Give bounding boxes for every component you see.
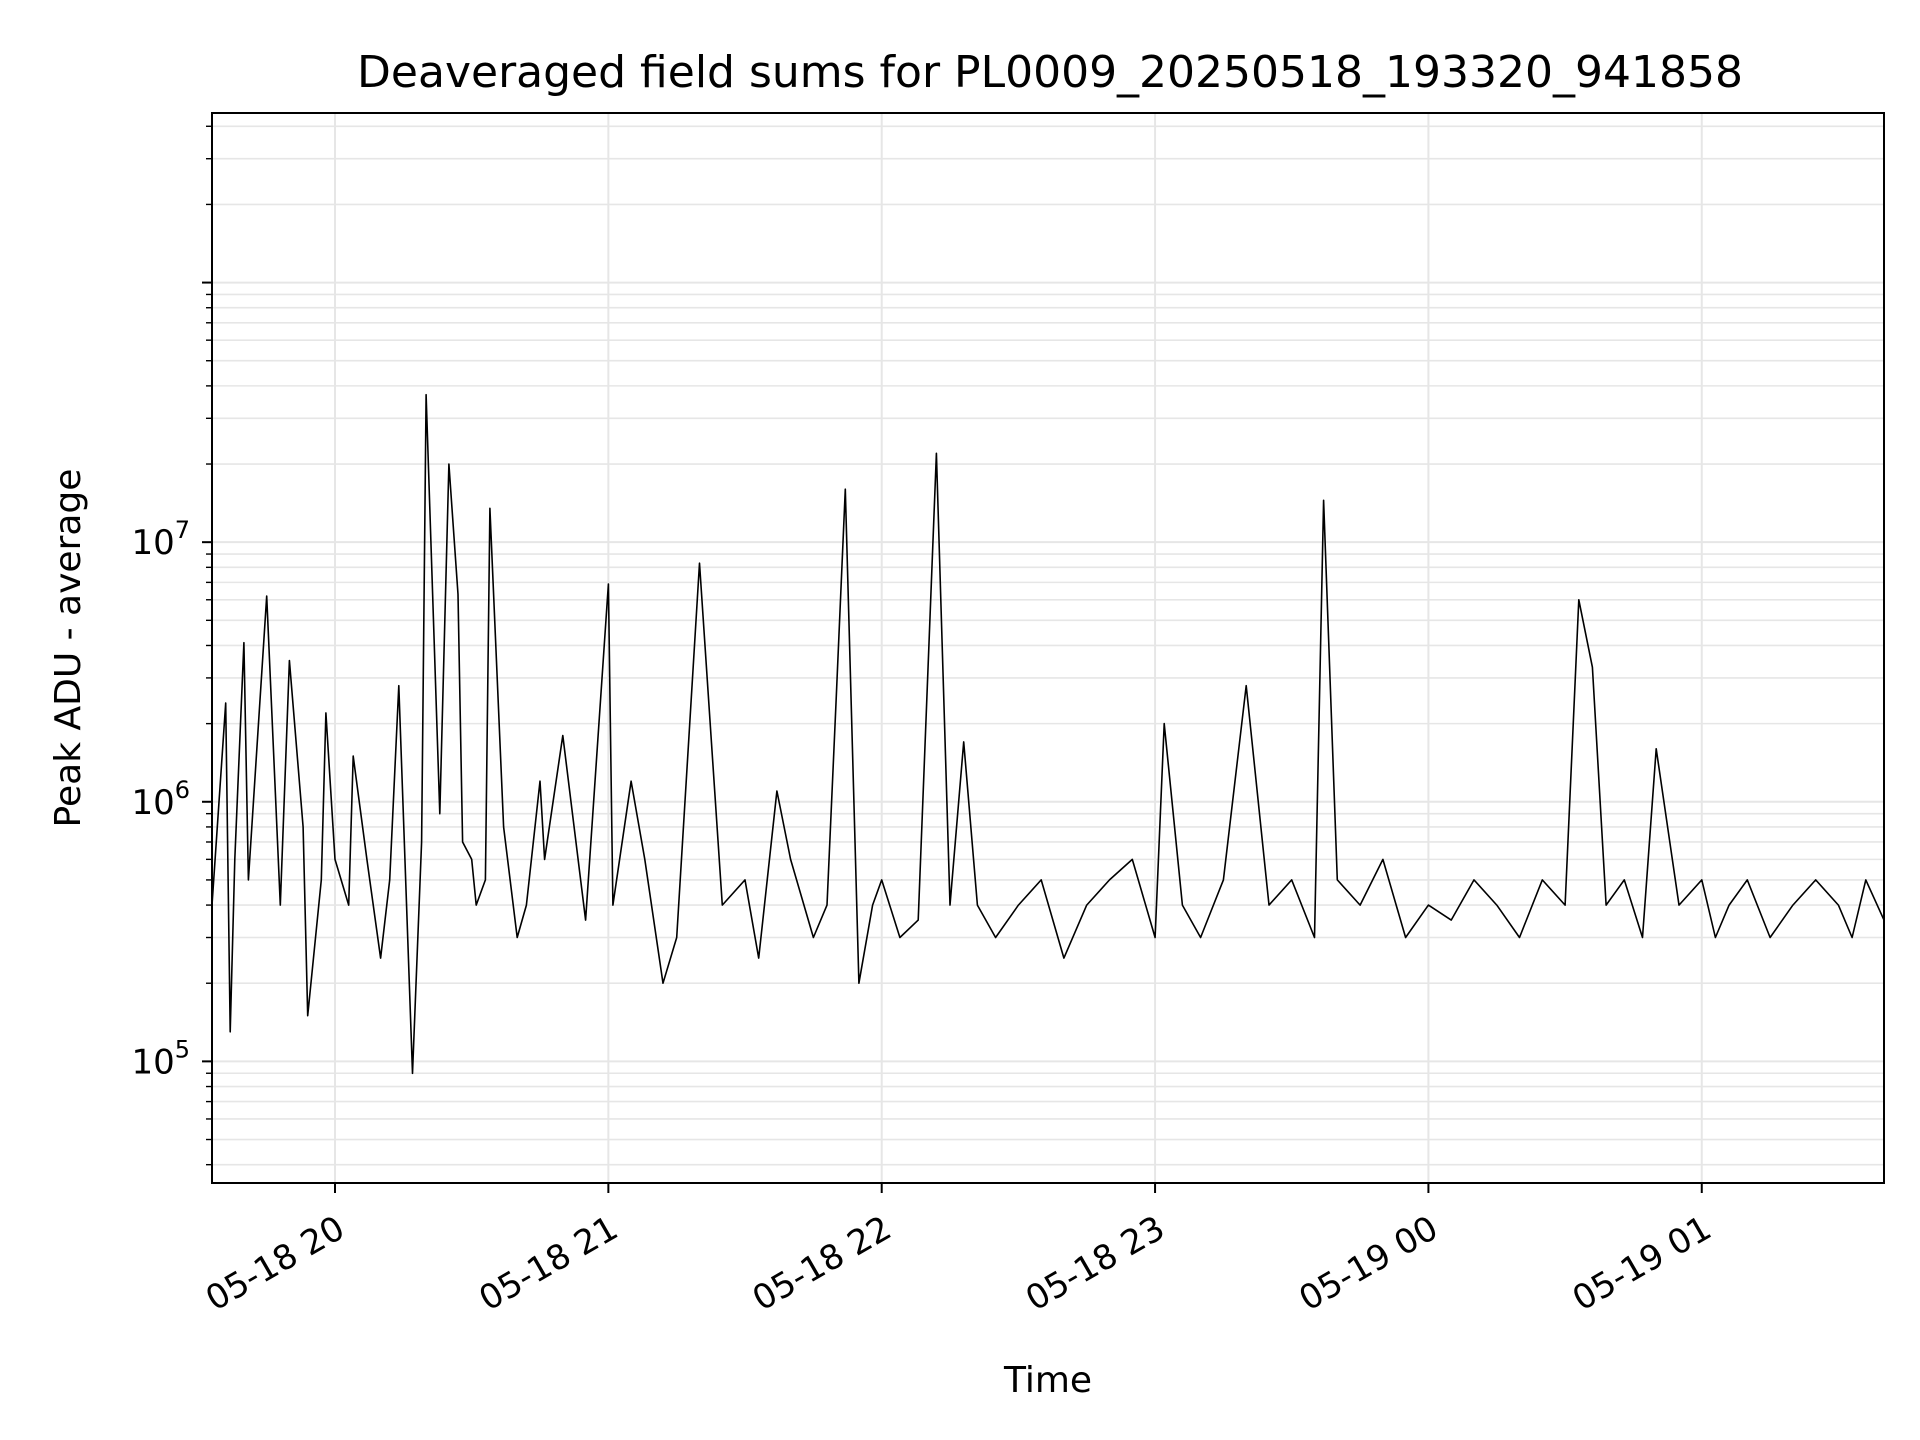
series-line	[211, 393, 1885, 1075]
chart-title: Deaveraged field sums for PL0009_2025051…	[357, 47, 1743, 98]
x-tick-label: 05-19 01	[1566, 1208, 1718, 1319]
x-axis-label: Time	[1003, 1360, 1092, 1401]
grid	[212, 113, 1884, 1183]
x-tick-label: 05-18 21	[472, 1208, 624, 1319]
y-axis-label: Peak ADU - average	[48, 469, 89, 828]
x-tick-label: 05-18 23	[1019, 1208, 1171, 1319]
x-tick-label: 05-18 20	[199, 1208, 351, 1319]
x-tick-label: 05-18 22	[746, 1208, 898, 1319]
y-tick-label: 107	[131, 516, 190, 563]
plot-frame	[211, 112, 1885, 1184]
y-tick-label: 105	[131, 1035, 190, 1082]
x-tick-label: 05-19 00	[1293, 1208, 1445, 1319]
y-tick-label: 106	[131, 776, 190, 823]
